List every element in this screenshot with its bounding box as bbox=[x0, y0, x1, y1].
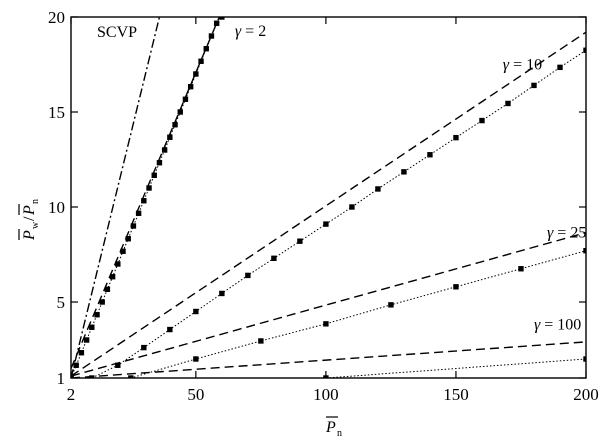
data-point-marker bbox=[531, 82, 537, 89]
series-line-7 bbox=[71, 250, 586, 378]
data-point-marker bbox=[104, 286, 111, 292]
y-axis-title: P w / P n bbox=[18, 199, 41, 241]
series-line-4 bbox=[71, 31, 586, 377]
data-point-marker bbox=[323, 321, 329, 327]
data-point-marker bbox=[120, 248, 126, 254]
data-point-marker bbox=[453, 134, 459, 141]
data-point-marker bbox=[323, 221, 329, 227]
data-point-marker bbox=[583, 356, 586, 362]
y-axis-title-subscript-1: w bbox=[30, 221, 41, 229]
y-axis-title-main-1: P bbox=[21, 230, 38, 241]
data-point-marker bbox=[161, 147, 168, 153]
data-point-marker bbox=[245, 272, 251, 279]
data-point-marker bbox=[146, 185, 152, 191]
y-tick-label: 1 bbox=[57, 369, 66, 388]
data-point-marker bbox=[135, 210, 142, 216]
y-axis-title-subscript-2: n bbox=[30, 199, 41, 204]
x-tick-label: 2 bbox=[67, 385, 76, 404]
data-point-marker bbox=[151, 172, 157, 178]
x-axis-title-main: P bbox=[325, 419, 336, 436]
data-point-marker bbox=[172, 122, 178, 128]
data-point-marker bbox=[375, 186, 381, 192]
data-point-marker bbox=[401, 169, 407, 175]
data-point-marker bbox=[89, 375, 95, 378]
y-axis-title-main-2: P bbox=[21, 205, 38, 216]
data-point-marker bbox=[271, 255, 277, 261]
data-point-marker bbox=[89, 324, 95, 330]
y-tick-label: 5 bbox=[57, 293, 66, 312]
series-line-2 bbox=[71, 17, 220, 369]
x-tick-label: 200 bbox=[573, 385, 599, 404]
annotation-label: γ = 10 bbox=[503, 56, 542, 73]
data-point-marker bbox=[99, 299, 105, 305]
data-point-marker bbox=[349, 204, 355, 210]
x-axis-title: P n bbox=[325, 416, 342, 439]
x-tick-label: 50 bbox=[187, 385, 204, 404]
data-point-marker bbox=[187, 84, 194, 90]
data-point-marker bbox=[203, 46, 209, 52]
data-point-marker bbox=[505, 100, 511, 107]
x-tick-label: 150 bbox=[443, 385, 469, 404]
annotation-label: γ = 25 bbox=[547, 224, 586, 241]
data-point-marker bbox=[557, 64, 563, 71]
y-axis-title-slash: / bbox=[21, 216, 38, 221]
data-point-marker bbox=[71, 375, 74, 378]
x-axis-title-subscript: n bbox=[337, 428, 342, 439]
data-point-marker bbox=[156, 160, 163, 166]
data-point-marker bbox=[115, 362, 121, 368]
data-point-marker bbox=[193, 356, 199, 362]
data-point-marker bbox=[198, 58, 204, 64]
series-line-9 bbox=[325, 358, 586, 378]
data-point-marker bbox=[219, 290, 225, 297]
x-tick-label: 100 bbox=[313, 385, 339, 404]
data-point-marker bbox=[182, 96, 189, 102]
data-point-marker bbox=[213, 20, 220, 26]
data-point-marker bbox=[453, 284, 459, 290]
data-point-marker bbox=[167, 326, 173, 333]
y-tick-label: 15 bbox=[48, 103, 65, 122]
data-point-marker bbox=[427, 152, 433, 158]
data-point-marker bbox=[583, 248, 586, 254]
data-point-marker bbox=[128, 375, 134, 378]
data-point-marker bbox=[193, 71, 199, 77]
annotation-label: γ = 2 bbox=[235, 23, 266, 40]
data-point-marker bbox=[141, 198, 147, 204]
data-point-marker bbox=[479, 117, 485, 124]
data-point-marker bbox=[73, 362, 79, 368]
data-point-marker bbox=[297, 238, 303, 244]
data-point-marker bbox=[125, 236, 131, 242]
series-line-3 bbox=[71, 17, 223, 378]
data-point-marker bbox=[115, 261, 121, 267]
data-point-marker bbox=[83, 337, 90, 343]
data-point-marker bbox=[177, 109, 183, 115]
data-point-marker bbox=[388, 302, 394, 308]
data-point-marker bbox=[258, 338, 264, 344]
annotation-label: γ = 100 bbox=[534, 317, 581, 334]
y-tick-label: 10 bbox=[48, 198, 65, 217]
series-line-5 bbox=[71, 49, 586, 378]
data-point-marker bbox=[583, 47, 586, 53]
series-line-1 bbox=[71, 17, 161, 378]
data-point-marker bbox=[130, 223, 137, 229]
series-line-6 bbox=[71, 231, 586, 377]
data-point-marker bbox=[518, 266, 524, 272]
data-point-marker bbox=[109, 274, 116, 280]
data-point-marker bbox=[167, 134, 173, 140]
data-point-marker bbox=[219, 17, 225, 20]
data-point-marker bbox=[208, 33, 215, 39]
annotation-label: SCVP bbox=[97, 24, 137, 41]
data-point-marker bbox=[78, 350, 85, 356]
y-tick-label: 20 bbox=[48, 8, 65, 27]
data-point-marker bbox=[94, 312, 100, 318]
data-point-marker bbox=[193, 308, 199, 315]
series-line-8 bbox=[71, 341, 586, 378]
data-point-marker bbox=[141, 344, 147, 351]
